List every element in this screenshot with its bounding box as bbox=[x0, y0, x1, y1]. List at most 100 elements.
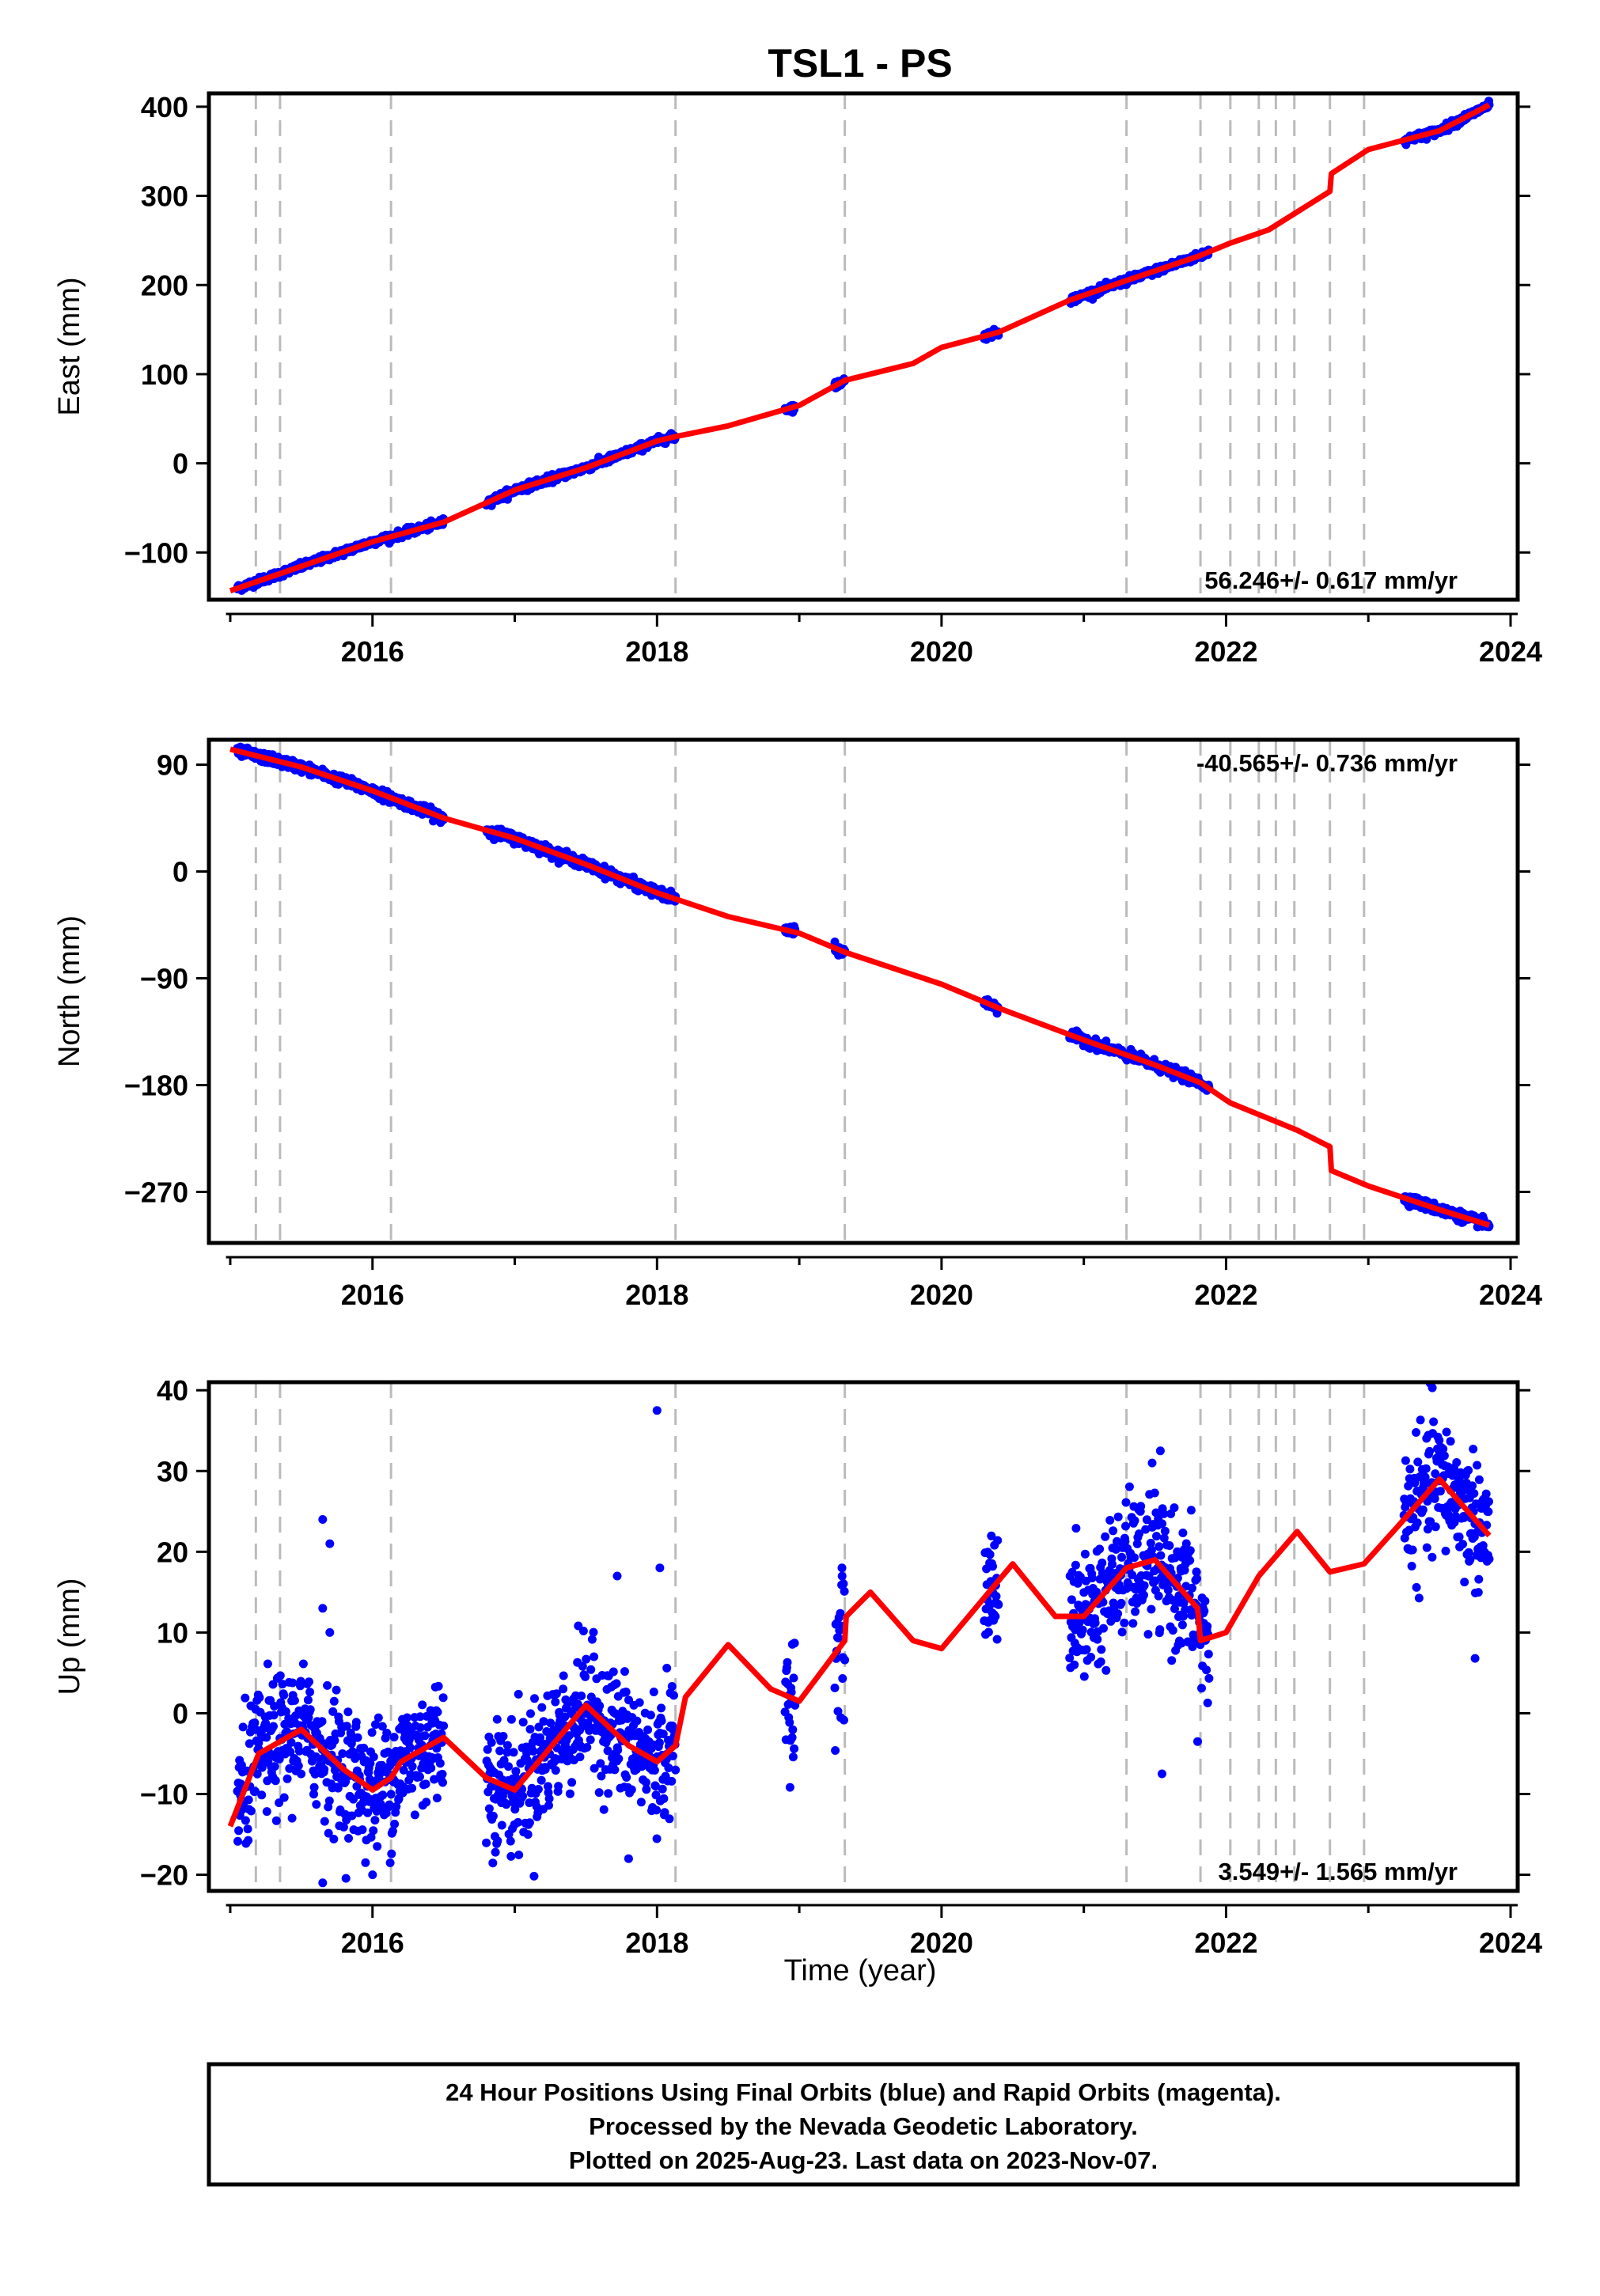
up-data-point bbox=[1452, 1458, 1462, 1467]
up-data-point bbox=[1181, 1539, 1191, 1548]
up-data-point bbox=[660, 1808, 669, 1817]
up-data-point bbox=[488, 1858, 498, 1868]
up-data-point bbox=[609, 1667, 618, 1677]
up-data-point bbox=[1412, 1582, 1421, 1592]
up-data-point bbox=[636, 1798, 646, 1807]
up-outlier-point bbox=[1158, 1769, 1166, 1779]
up-data-point bbox=[281, 1707, 290, 1716]
up-data-point bbox=[251, 1786, 260, 1796]
up-data-point bbox=[438, 1693, 448, 1703]
up-data-point bbox=[408, 1783, 417, 1793]
up-data-point bbox=[564, 1731, 574, 1741]
up-data-point bbox=[840, 1715, 848, 1725]
up-data-point bbox=[305, 1705, 315, 1714]
up-data-point bbox=[342, 1722, 351, 1731]
up-data-point bbox=[1152, 1532, 1161, 1541]
up-data-point bbox=[270, 1762, 279, 1771]
up-data-point bbox=[352, 1782, 362, 1791]
up-data-point bbox=[1412, 1428, 1421, 1437]
up-data-point bbox=[278, 1680, 287, 1689]
up-data-point bbox=[506, 1836, 515, 1846]
up-data-point bbox=[1200, 1606, 1209, 1616]
up-data-point bbox=[1185, 1546, 1195, 1555]
chart-title: TSL1 - PS bbox=[768, 41, 952, 85]
up-data-point bbox=[310, 1769, 320, 1779]
up-data-point bbox=[261, 1718, 271, 1728]
up-data-point bbox=[339, 1822, 348, 1832]
north-model-fit-line bbox=[229, 746, 1491, 1228]
up-data-point bbox=[603, 1746, 612, 1756]
up-data-point bbox=[1117, 1598, 1126, 1608]
up-data-point bbox=[1474, 1475, 1484, 1484]
up-data-point bbox=[359, 1743, 369, 1752]
east-x-tick-label: 2018 bbox=[625, 635, 688, 668]
up-data-point bbox=[366, 1832, 376, 1842]
up-data-point bbox=[1130, 1516, 1139, 1525]
up-x-tick-label: 2016 bbox=[341, 1927, 404, 1959]
up-data-point bbox=[370, 1816, 380, 1825]
up-data-point bbox=[1404, 1481, 1413, 1491]
up-data-point bbox=[1142, 1515, 1151, 1525]
up-data-point bbox=[590, 1652, 599, 1661]
up-y-tick-label: 10 bbox=[157, 1616, 188, 1649]
up-data-point bbox=[420, 1731, 430, 1741]
up-data-point bbox=[403, 1713, 411, 1722]
up-data-point bbox=[435, 1759, 445, 1768]
north-dashed-lines bbox=[254, 740, 1366, 1243]
up-data-point bbox=[415, 1772, 424, 1782]
up-data-point bbox=[233, 1836, 242, 1846]
north-x-tick-label: 2022 bbox=[1194, 1279, 1257, 1311]
up-data-point bbox=[671, 1765, 681, 1775]
up-data-point bbox=[1408, 1545, 1417, 1555]
up-data-point bbox=[298, 1659, 308, 1669]
north-rate-label: -40.565+/- 0.736 mm/yr bbox=[1196, 749, 1458, 777]
up-data-point bbox=[518, 1791, 528, 1801]
up-data-point bbox=[294, 1746, 304, 1756]
up-data-point bbox=[343, 1707, 353, 1717]
up-data-point bbox=[1413, 1457, 1423, 1467]
up-data-point bbox=[529, 1746, 538, 1756]
north-y-tick-label: 90 bbox=[157, 749, 188, 782]
up-data-point bbox=[1093, 1635, 1102, 1644]
up-data-point bbox=[1464, 1465, 1473, 1475]
up-data-point bbox=[438, 1769, 447, 1779]
north-y-tick-label: −270 bbox=[124, 1176, 188, 1209]
up-data-point bbox=[1097, 1645, 1106, 1654]
up-data-point bbox=[279, 1691, 289, 1700]
up-outlier-point bbox=[1147, 1458, 1157, 1468]
up-data-point bbox=[511, 1767, 521, 1776]
up-data-point bbox=[984, 1627, 993, 1637]
up-data-point bbox=[263, 1659, 272, 1669]
up-data-point bbox=[1120, 1618, 1129, 1627]
up-outlier-point bbox=[1470, 1654, 1480, 1663]
up-data-point bbox=[1078, 1625, 1087, 1635]
up-data-point bbox=[482, 1838, 491, 1847]
up-data-point bbox=[646, 1711, 655, 1720]
up-data-point bbox=[1141, 1525, 1151, 1534]
up-data-point bbox=[582, 1654, 591, 1664]
up-data-point bbox=[324, 1796, 334, 1805]
up-data-point bbox=[578, 1661, 587, 1671]
up-data-point bbox=[311, 1752, 320, 1761]
up-data-point bbox=[632, 1716, 642, 1726]
up-data-point bbox=[1121, 1521, 1130, 1531]
up-data-point bbox=[994, 1600, 1003, 1609]
north-y-tick-label: 0 bbox=[173, 856, 188, 888]
up-data-point bbox=[492, 1714, 502, 1724]
east-y-tick-label: −100 bbox=[124, 536, 188, 569]
up-data-point bbox=[544, 1782, 552, 1791]
up-data-point bbox=[1155, 1542, 1164, 1552]
up-data-point bbox=[1101, 1532, 1110, 1541]
up-data-point bbox=[518, 1718, 528, 1727]
up-data-point bbox=[652, 1805, 662, 1815]
up-data-point bbox=[785, 1718, 794, 1727]
up-data-point bbox=[1484, 1497, 1493, 1506]
up-outlier-point bbox=[318, 1878, 328, 1888]
up-data-point bbox=[992, 1635, 1002, 1644]
up-y-tick-label: −20 bbox=[140, 1859, 188, 1892]
up-data-point bbox=[502, 1800, 511, 1809]
up-data-point bbox=[542, 1727, 552, 1736]
north-x-tick-label: 2018 bbox=[625, 1279, 688, 1311]
up-data-point bbox=[1202, 1665, 1211, 1675]
